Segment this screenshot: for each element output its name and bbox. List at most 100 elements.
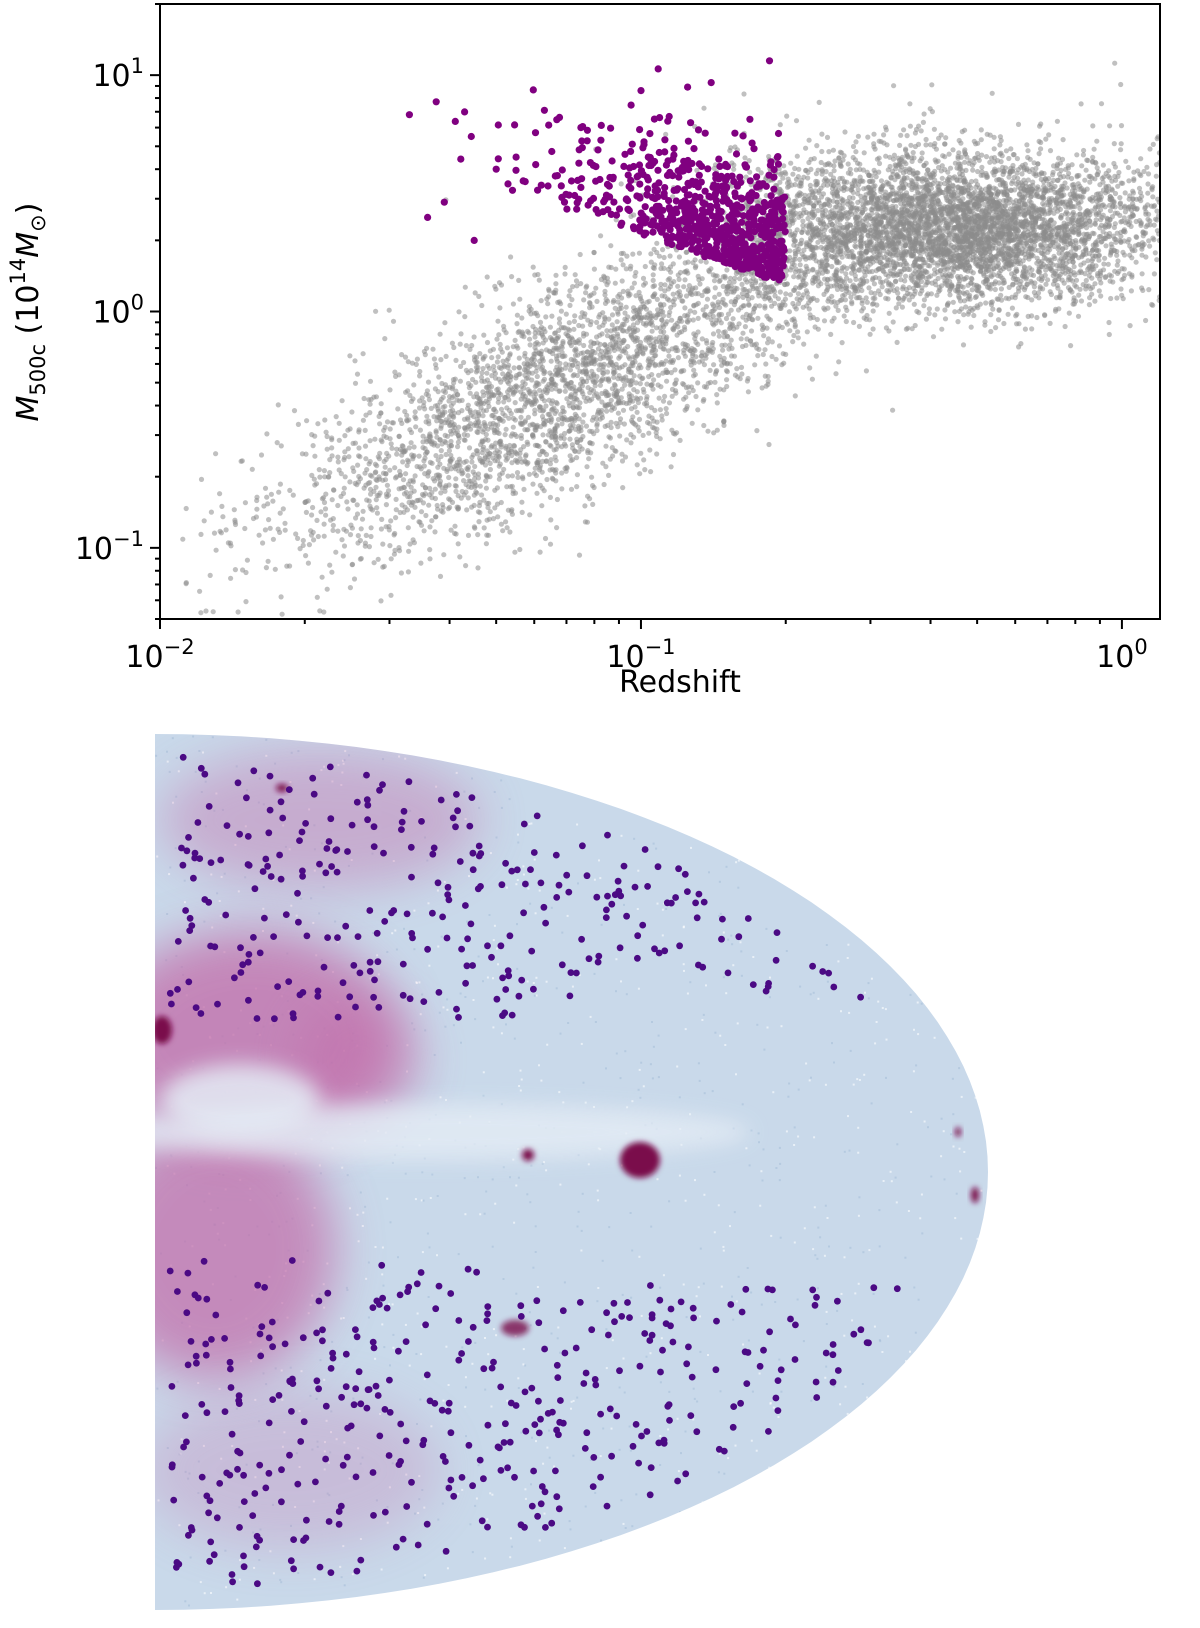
grey-cluster-point (468, 368, 474, 374)
grey-cluster-point (932, 157, 938, 163)
grey-cluster-point (682, 277, 688, 283)
grey-cluster-point (792, 322, 798, 328)
grey-cluster-point (339, 537, 345, 543)
grey-cluster-point (483, 541, 489, 547)
grey-cluster-point (457, 341, 463, 347)
grey-cluster-point (993, 325, 999, 331)
grey-cluster-point (853, 139, 859, 145)
grey-cluster-point (546, 288, 552, 294)
grey-cluster-point (662, 282, 668, 288)
grey-cluster-point (349, 525, 355, 531)
grey-cluster-point (672, 296, 678, 302)
grey-cluster-point (711, 362, 717, 368)
grey-cluster-point (1043, 243, 1049, 249)
grey-cluster-point (567, 436, 573, 442)
grey-cluster-point (548, 517, 554, 523)
grey-cluster-point (496, 364, 502, 370)
grey-cluster-point (995, 317, 1002, 323)
grey-cluster-point (1006, 174, 1012, 180)
grey-cluster-point (395, 406, 401, 412)
grey-cluster-point (264, 494, 270, 500)
grey-cluster-point (1096, 257, 1102, 263)
grey-cluster-point (963, 304, 969, 310)
grey-cluster-point (503, 426, 509, 432)
grey-cluster-point (931, 126, 938, 132)
grey-cluster-point (851, 319, 857, 326)
grey-cluster-point (573, 278, 580, 284)
grey-cluster-point (471, 334, 477, 340)
grey-cluster-point (223, 527, 229, 533)
grey-cluster-point (801, 341, 807, 347)
grey-cluster-point (198, 531, 204, 538)
grey-cluster-point (371, 394, 377, 400)
grey-cluster-point (554, 525, 560, 531)
grey-cluster-point (667, 253, 673, 259)
grey-cluster-point (1078, 101, 1084, 107)
grey-cluster-point (1100, 202, 1106, 208)
grey-cluster-point (628, 263, 634, 269)
grey-cluster-point (367, 410, 373, 416)
grey-cluster-point (537, 549, 543, 555)
grey-cluster-point (574, 484, 580, 490)
grey-cluster-point (728, 145, 734, 151)
grey-cluster-point (548, 358, 554, 364)
grey-cluster-point (842, 129, 848, 135)
grey-cluster-point (571, 318, 578, 324)
grey-cluster-point (1038, 146, 1044, 152)
grey-cluster-point (342, 474, 348, 480)
grey-cluster-point (480, 393, 487, 399)
grey-cluster-point (664, 378, 670, 384)
grey-cluster-point (1038, 277, 1045, 283)
grey-cluster-point (433, 429, 439, 435)
grey-cluster-point (228, 575, 234, 581)
grey-cluster-point (775, 325, 781, 331)
grey-cluster-point (553, 458, 559, 464)
grey-cluster-point (1120, 249, 1126, 255)
grey-cluster-point (361, 395, 367, 402)
grey-cluster-point (336, 420, 342, 426)
grey-cluster-point (274, 440, 280, 446)
grey-cluster-point (446, 474, 452, 481)
grey-cluster-point (831, 299, 837, 305)
grey-cluster-point (989, 90, 995, 96)
grey-cluster-point (605, 298, 611, 304)
grey-cluster-point (242, 525, 248, 532)
grey-cluster-point (500, 528, 506, 534)
grey-cluster-point (1139, 271, 1145, 277)
grey-cluster-point (957, 298, 964, 304)
grey-cluster-point (776, 343, 783, 349)
grey-cluster-point (863, 368, 870, 374)
grey-cluster-point (1111, 160, 1117, 167)
grey-cluster-point (676, 276, 682, 282)
grey-cluster-point (1052, 278, 1058, 284)
grey-cluster-point (602, 288, 608, 294)
grey-cluster-point (249, 466, 255, 472)
grey-cluster-point (745, 389, 752, 395)
grey-cluster-point (379, 516, 385, 523)
grey-cluster-point (1131, 176, 1137, 182)
grey-cluster-point (907, 123, 914, 129)
grey-cluster-point (282, 527, 288, 533)
grey-cluster-point (743, 342, 749, 348)
grey-cluster-point (716, 291, 722, 297)
grey-cluster-point (648, 251, 654, 257)
grey-cluster-point (321, 609, 327, 615)
grey-cluster-point (559, 421, 565, 427)
grey-cluster-point (390, 318, 397, 324)
grey-cluster-point (562, 388, 568, 394)
grey-cluster-point (387, 387, 393, 393)
grey-cluster-point (472, 463, 478, 470)
grey-cluster-point (1150, 194, 1156, 200)
grey-cluster-point (997, 142, 1003, 148)
grey-cluster-point (754, 428, 760, 434)
grey-cluster-point (599, 415, 606, 421)
grey-cluster-point (499, 349, 505, 355)
grey-cluster-point (384, 482, 390, 488)
grey-cluster-point (1011, 152, 1017, 158)
grey-cluster-point (463, 563, 469, 569)
grey-cluster-point (208, 509, 214, 515)
grey-cluster-point (455, 444, 461, 450)
all-clusters-series (180, 60, 1160, 617)
grey-cluster-point (890, 319, 896, 325)
grey-cluster-point (198, 476, 205, 482)
